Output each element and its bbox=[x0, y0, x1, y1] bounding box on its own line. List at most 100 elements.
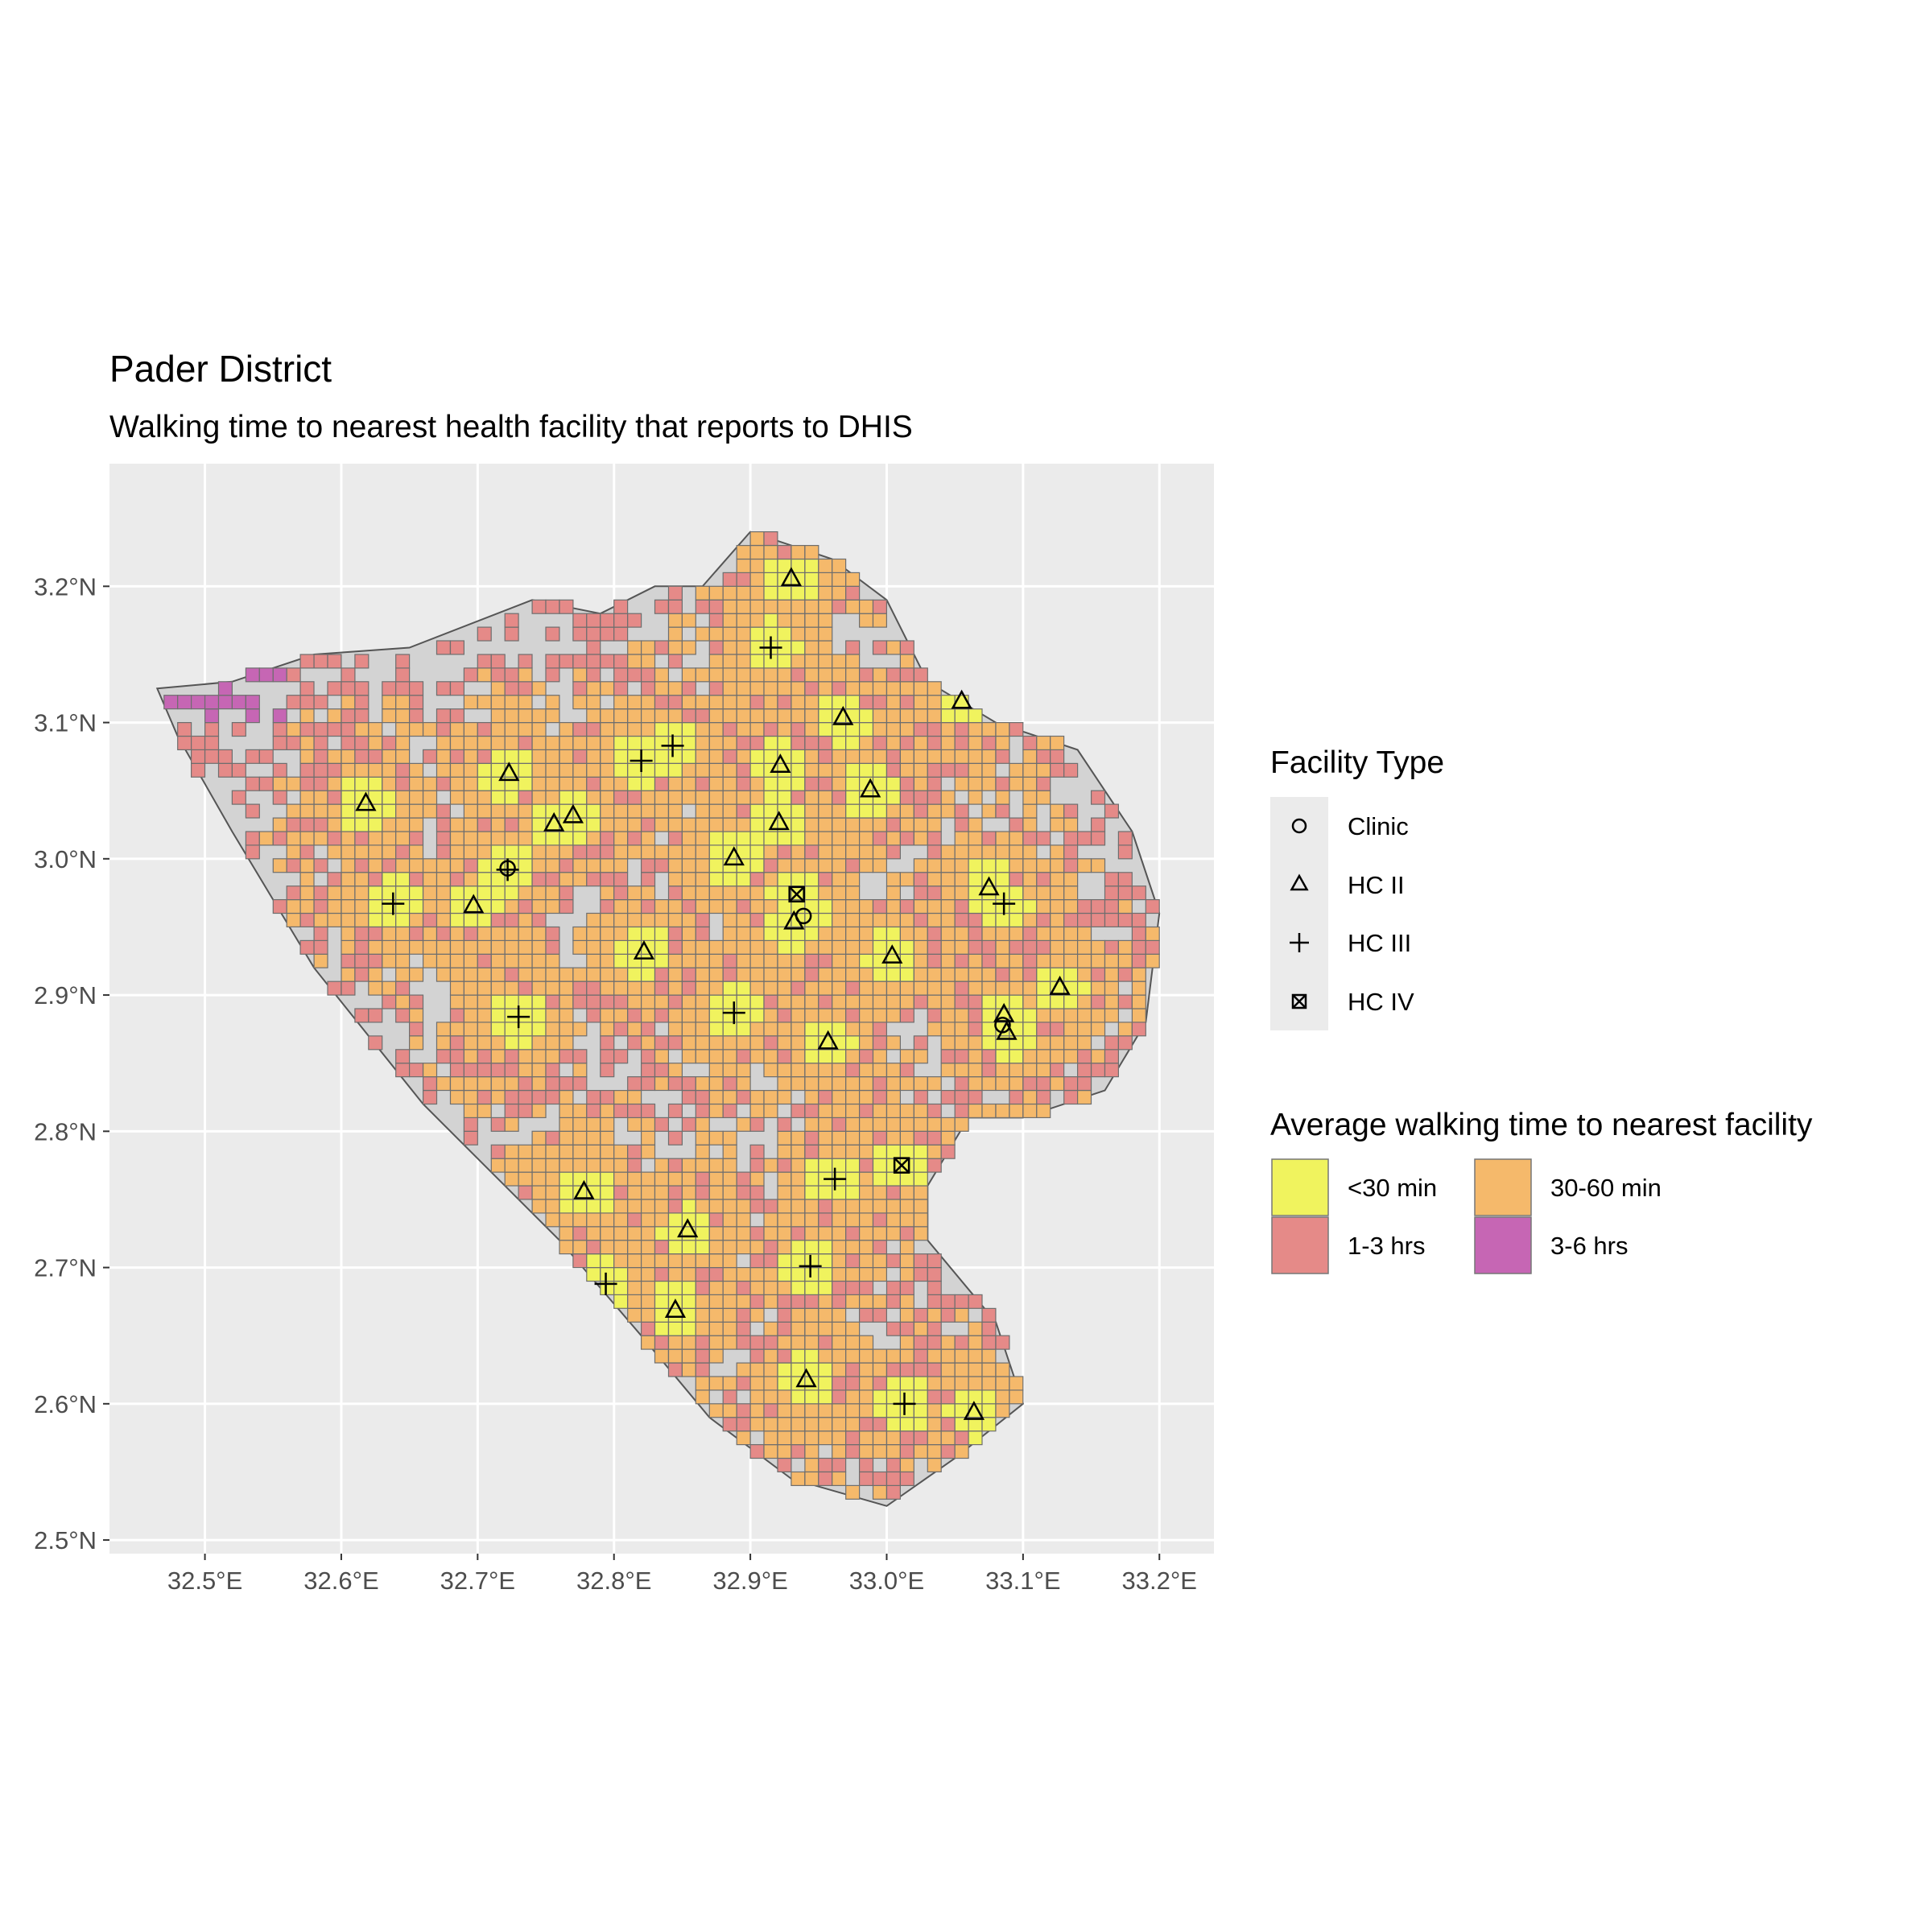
cell-30-60-min bbox=[1022, 1063, 1038, 1078]
cell-30-60-min bbox=[722, 654, 737, 669]
cell-30-60-min bbox=[845, 1049, 861, 1064]
cell-30-60-min bbox=[858, 681, 874, 696]
y-tick-label: 2.6°N bbox=[34, 1390, 97, 1418]
cell-30-60-min bbox=[913, 695, 928, 710]
cell-30-60-min bbox=[981, 1348, 997, 1364]
legend-label-hc2: HC II bbox=[1348, 871, 1405, 899]
cell-30-60-min bbox=[559, 844, 574, 860]
cell-30-60-min bbox=[395, 817, 411, 832]
cell-1-3-hrs bbox=[981, 1307, 997, 1323]
cell-30-60-min bbox=[354, 872, 369, 887]
cell-30-60-min bbox=[858, 1075, 874, 1092]
cell-30-60-min bbox=[858, 613, 874, 628]
cell-1-3-hrs bbox=[695, 1280, 710, 1295]
cell-1-3-hrs bbox=[736, 1280, 751, 1295]
cell-30-60-min bbox=[627, 1240, 642, 1255]
cell-30-60-min bbox=[695, 790, 710, 805]
cell-30-60-min bbox=[804, 1089, 819, 1105]
cell-30-60-min bbox=[927, 994, 942, 1009]
cell-1-3-hrs bbox=[667, 831, 683, 846]
cell-1-3-hrs bbox=[313, 817, 328, 832]
cell--30-min bbox=[804, 1049, 819, 1064]
cell-1-3-hrs bbox=[954, 1430, 969, 1446]
cell-30-60-min bbox=[913, 1212, 928, 1228]
cell-30-60-min bbox=[382, 831, 397, 846]
cell-30-60-min bbox=[749, 1417, 765, 1432]
cell-30-60-min bbox=[354, 886, 369, 901]
cell-1-3-hrs bbox=[217, 762, 233, 778]
cell-30-60-min bbox=[436, 1022, 451, 1037]
cell-30-60-min bbox=[695, 953, 710, 968]
cell-30-60-min bbox=[913, 1103, 928, 1118]
cell-30-60-min bbox=[791, 681, 806, 696]
cell-30-60-min bbox=[968, 831, 983, 846]
cell-30-60-min bbox=[327, 708, 342, 724]
cell--30-min bbox=[654, 721, 669, 737]
cell-30-60-min bbox=[1131, 994, 1146, 1009]
cell-30-60-min bbox=[886, 831, 901, 846]
cell-30-60-min bbox=[736, 585, 751, 601]
cell--30-min bbox=[531, 994, 547, 1009]
cell-30-60-min bbox=[818, 626, 833, 642]
cell-1-3-hrs bbox=[368, 1035, 383, 1051]
cell-30-60-min bbox=[886, 803, 901, 819]
cell-30-60-min bbox=[736, 1362, 751, 1377]
cell-30-60-min bbox=[845, 1240, 861, 1255]
cell-1-3-hrs bbox=[886, 1321, 901, 1336]
cell-30-60-min bbox=[409, 1035, 424, 1051]
cell-3-6-hrs bbox=[245, 708, 260, 724]
cell-1-3-hrs bbox=[736, 762, 751, 778]
cell--30-min bbox=[818, 1280, 833, 1295]
cell--30-min bbox=[531, 1008, 547, 1023]
cell-1-3-hrs bbox=[436, 708, 451, 724]
cell-30-60-min bbox=[586, 926, 601, 941]
cell-30-60-min bbox=[422, 1063, 438, 1078]
cell--30-min bbox=[899, 1376, 914, 1391]
hc2-marker bbox=[677, 1218, 699, 1238]
cell-30-60-min bbox=[872, 749, 887, 764]
cell-1-3-hrs bbox=[791, 1294, 806, 1309]
cell-1-3-hrs bbox=[327, 872, 342, 887]
cell-30-60-min bbox=[695, 735, 710, 750]
cell-1-3-hrs bbox=[940, 1294, 956, 1309]
cell-1-3-hrs bbox=[968, 994, 983, 1009]
cell-1-3-hrs bbox=[981, 1063, 997, 1078]
cell-30-60-min bbox=[722, 1321, 737, 1336]
cell--30-min bbox=[545, 831, 560, 846]
cell-1-3-hrs bbox=[736, 1376, 751, 1391]
cell--30-min bbox=[804, 1389, 819, 1405]
cell-30-60-min bbox=[531, 1075, 547, 1092]
cell-1-3-hrs bbox=[804, 1103, 819, 1118]
cell-30-60-min bbox=[899, 1294, 914, 1309]
cell-30-60-min bbox=[899, 654, 914, 669]
hc2-marker bbox=[881, 944, 903, 964]
cell-30-60-min bbox=[777, 1417, 792, 1432]
cell-30-60-min bbox=[832, 1130, 847, 1146]
cell-1-3-hrs bbox=[1117, 994, 1133, 1009]
cell-30-60-min bbox=[749, 1362, 765, 1377]
cell-30-60-min bbox=[872, 1008, 887, 1023]
cell-30-60-min bbox=[777, 708, 792, 724]
cell-30-60-min bbox=[791, 967, 806, 982]
cell-30-60-min bbox=[995, 980, 1010, 996]
cell-1-3-hrs bbox=[845, 1226, 861, 1241]
cell-1-3-hrs bbox=[749, 1348, 765, 1364]
cell-30-60-min bbox=[518, 708, 533, 724]
cell-30-60-min bbox=[286, 721, 301, 737]
cell-30-60-min bbox=[695, 1130, 710, 1146]
cell-1-3-hrs bbox=[559, 886, 574, 901]
cell-30-60-min bbox=[504, 898, 519, 914]
cell-1-3-hrs bbox=[654, 695, 669, 710]
cell-30-60-min bbox=[804, 1212, 819, 1228]
cell-1-3-hrs bbox=[872, 1035, 887, 1051]
cell-30-60-min bbox=[832, 749, 847, 764]
cell-30-60-min bbox=[832, 831, 847, 846]
cell--30-min bbox=[763, 558, 778, 573]
cell-1-3-hrs bbox=[545, 654, 560, 669]
cell-1-3-hrs bbox=[777, 844, 792, 860]
facility-markers bbox=[355, 567, 1071, 1420]
cell-30-60-min bbox=[313, 831, 328, 846]
cell-1-3-hrs bbox=[613, 886, 629, 901]
cell-1-3-hrs bbox=[954, 898, 969, 914]
